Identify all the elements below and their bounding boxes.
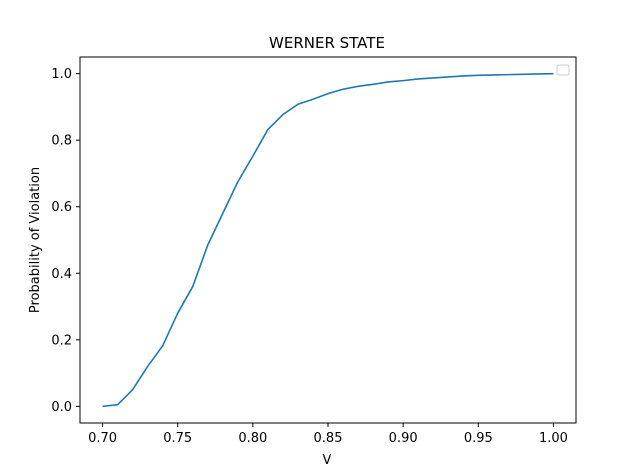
chart-title: WERNER STATE [269, 34, 385, 52]
x-tick-label: 1.00 [539, 431, 568, 446]
x-tick-label: 0.80 [238, 431, 267, 446]
x-tick-label: 0.85 [314, 431, 343, 446]
y-tick-label: 0.6 [51, 200, 72, 215]
x-axis: 0.70 0.75 0.80 0.85 0.90 0.95 1.00 [88, 423, 568, 446]
x-tick-label: 0.95 [464, 431, 493, 446]
x-tick-label: 0.90 [389, 431, 418, 446]
y-tick-label: 0.0 [51, 400, 72, 415]
y-axis-label: Probability of Violation [28, 167, 43, 313]
x-tick-label: 0.75 [163, 431, 192, 446]
legend-box [556, 64, 570, 76]
y-tick-label: 0.2 [51, 333, 72, 348]
y-axis: 0.0 0.2 0.4 0.6 0.8 1.0 [51, 67, 80, 415]
y-tick-label: 0.8 [51, 134, 72, 149]
y-tick-label: 0.4 [51, 267, 72, 282]
x-tick-label: 0.70 [88, 431, 117, 446]
y-tick-label: 1.0 [51, 67, 72, 82]
series-line [102, 72, 554, 408]
x-axis-label: V [323, 453, 332, 468]
